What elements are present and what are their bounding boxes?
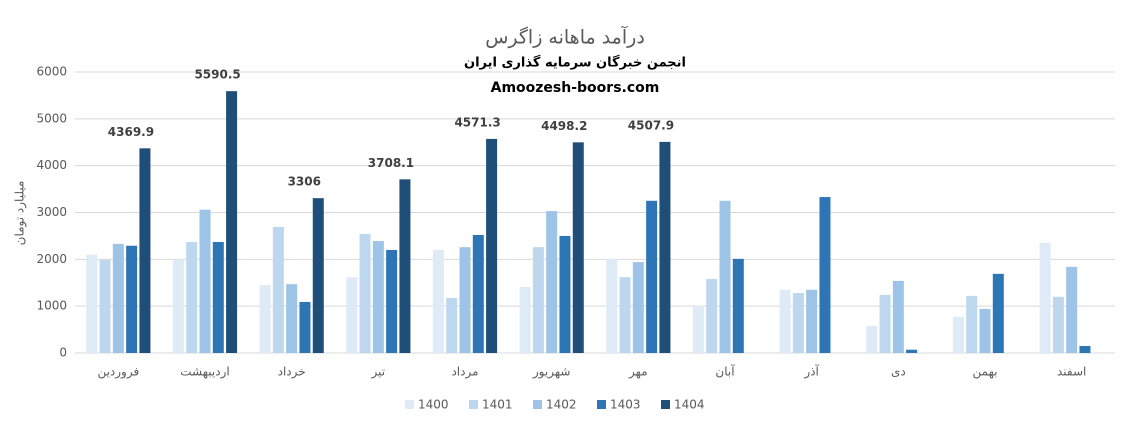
- bar: [992, 273, 1004, 353]
- y-tick-label: 5000: [36, 111, 67, 125]
- x-tick-label: آذر: [803, 364, 819, 380]
- x-tick-label: شهریور: [532, 365, 571, 380]
- bar: [1052, 296, 1064, 353]
- bar: [346, 277, 358, 353]
- x-tick-label: اردیبهشت: [180, 365, 229, 380]
- data-label: 3708.1: [368, 156, 414, 170]
- legend-swatch: [469, 400, 478, 409]
- data-label: 5590.5: [194, 68, 240, 82]
- bar: [866, 325, 878, 353]
- bar: [472, 234, 484, 353]
- bar: [286, 284, 298, 353]
- y-tick-label: 6000: [36, 65, 67, 79]
- bar: [199, 209, 211, 353]
- bar: [719, 200, 731, 353]
- bar: [819, 197, 831, 353]
- legend-swatch: [597, 400, 606, 409]
- bar: [646, 200, 658, 353]
- bar: [212, 242, 224, 353]
- bar: [386, 249, 398, 353]
- bar: [966, 295, 978, 353]
- legend-label: 1404: [674, 398, 705, 412]
- x-tick-label: تیر: [371, 365, 386, 380]
- bar: [186, 242, 198, 353]
- bar: [139, 148, 151, 353]
- bar: [779, 289, 791, 353]
- bar: [299, 301, 311, 353]
- x-tick-label: آبان: [715, 364, 735, 379]
- y-tick-label: 1000: [36, 299, 67, 313]
- y-tick-label: 2000: [36, 252, 67, 266]
- bar: [459, 247, 471, 353]
- chart-source: Amoozesh-boors.com: [491, 80, 660, 96]
- bar: [399, 179, 411, 353]
- x-tick-label: دی: [891, 365, 906, 379]
- bar: [532, 247, 544, 353]
- chart-title: درآمد ماهانه زاگرس: [485, 25, 645, 49]
- data-label: 4498.2: [541, 119, 587, 133]
- bar: [312, 198, 324, 353]
- x-tick-label: فروردین: [97, 365, 139, 380]
- y-tick-label: 3000: [36, 205, 67, 219]
- legend-swatch: [533, 400, 542, 409]
- bar: [1039, 242, 1051, 353]
- bar: [879, 294, 891, 353]
- y-axis-label: میلیارد تومان: [13, 181, 28, 246]
- bar: [706, 279, 718, 353]
- legend-label: 1401: [482, 398, 513, 412]
- bar: [486, 138, 498, 353]
- data-label: 4507.9: [628, 118, 674, 132]
- bar: [732, 258, 744, 353]
- x-tick-label: مهر: [628, 365, 648, 380]
- bar: [99, 259, 111, 353]
- bar: [372, 241, 384, 353]
- bar: [792, 293, 804, 353]
- bar: [432, 249, 444, 353]
- bar: [172, 259, 184, 353]
- bar: [692, 307, 704, 353]
- bar: [519, 286, 531, 353]
- data-label: 3306: [288, 175, 321, 189]
- bar: [86, 254, 98, 353]
- x-tick-label: بهمن: [973, 365, 998, 380]
- bar: [272, 227, 284, 353]
- bar: [619, 277, 631, 353]
- y-tick-label: 4000: [36, 158, 67, 172]
- bar: [906, 349, 918, 353]
- bar: [126, 245, 138, 353]
- bar: [979, 308, 991, 353]
- x-tick-label: مرداد: [451, 365, 478, 380]
- bar: [572, 142, 584, 353]
- bar: [659, 141, 671, 353]
- bar: [112, 243, 124, 353]
- data-label: 4369.9: [108, 125, 154, 139]
- bar: [892, 280, 904, 353]
- x-tick-label: اسفند: [1057, 365, 1086, 379]
- bar: [1079, 345, 1091, 353]
- bar: [226, 91, 238, 353]
- chart-subtitle: انجمن خبرگان سرمایه گذاری ایران: [464, 55, 686, 71]
- bar: [1066, 266, 1078, 353]
- data-label: 4571.3: [454, 115, 500, 129]
- bar: [559, 235, 571, 353]
- bar: [359, 234, 371, 353]
- legend-label: 1403: [610, 398, 641, 412]
- x-tick-label: خرداد: [278, 365, 306, 380]
- bar: [259, 285, 271, 353]
- bar: [546, 211, 558, 353]
- legend-label: 1400: [418, 398, 449, 412]
- bar: [806, 289, 818, 353]
- bar: [632, 262, 644, 353]
- y-tick-label: 0: [59, 346, 67, 360]
- bar: [606, 258, 618, 353]
- bar: [446, 297, 458, 353]
- legend-swatch: [405, 400, 414, 409]
- legend-swatch: [661, 400, 670, 409]
- bar: [952, 316, 964, 353]
- legend-label: 1402: [546, 398, 577, 412]
